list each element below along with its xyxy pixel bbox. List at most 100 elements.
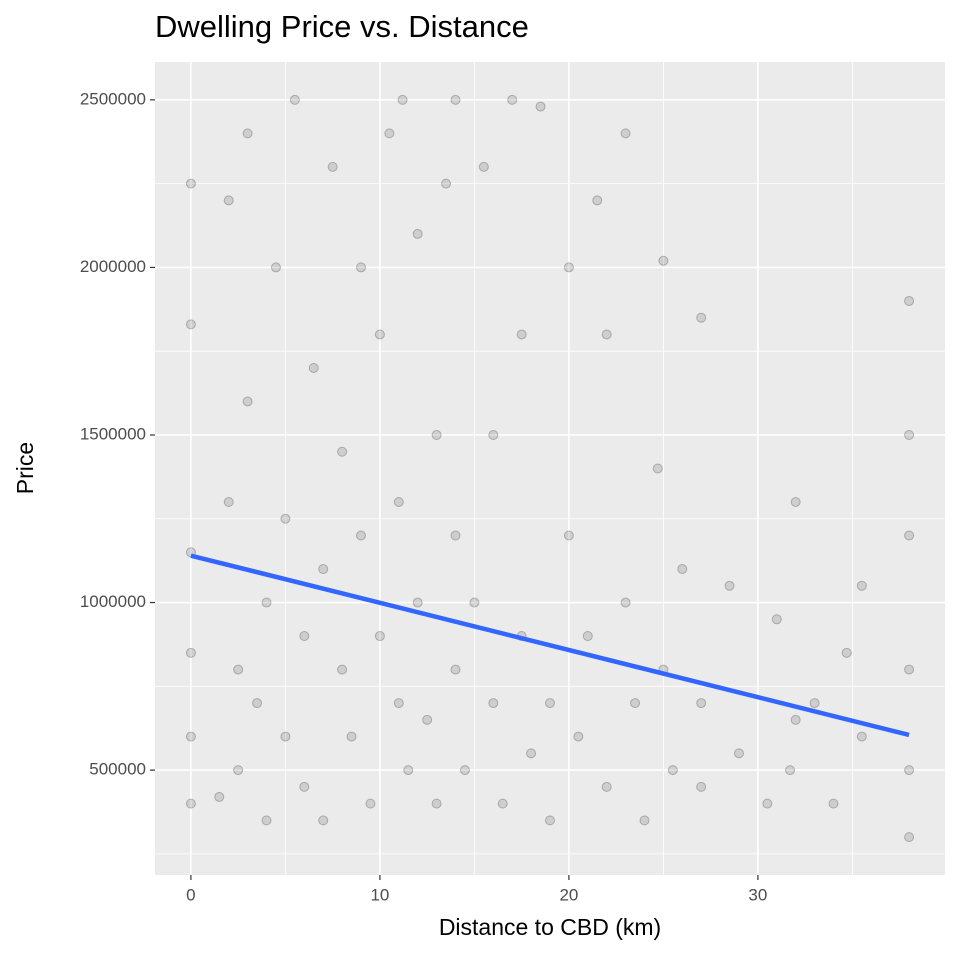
point: [289, 94, 300, 105]
point: [393, 698, 404, 709]
point: [856, 580, 867, 591]
point: [261, 815, 272, 826]
point: [507, 94, 518, 105]
point: [185, 178, 196, 189]
point: [856, 731, 867, 742]
point: [450, 664, 461, 675]
point: [841, 647, 852, 658]
point: [696, 698, 707, 709]
point: [346, 731, 357, 742]
grid: [155, 62, 945, 875]
point: [563, 262, 574, 273]
point: [545, 698, 555, 709]
point: [374, 631, 385, 642]
point: [431, 798, 442, 809]
point: [601, 781, 612, 792]
point: [185, 798, 196, 809]
y-tick-label: 1000000: [80, 592, 146, 611]
point: [696, 312, 707, 323]
point: [696, 781, 707, 792]
point: [809, 698, 820, 709]
x-tick-label: 10: [370, 885, 389, 904]
x-axis-title: Distance to CBD (km): [439, 914, 661, 940]
point: [639, 815, 650, 826]
point: [356, 530, 367, 541]
point: [393, 497, 404, 508]
point: [233, 765, 244, 776]
point: [488, 698, 499, 709]
point: [270, 262, 281, 273]
point: [214, 791, 225, 802]
point: [280, 513, 291, 524]
point: [904, 664, 915, 675]
x-tick-label: 30: [748, 885, 767, 904]
point: [459, 765, 470, 776]
point: [365, 798, 376, 809]
point: [535, 101, 546, 112]
point: [299, 781, 310, 792]
y-tick-label: 2500000: [80, 89, 146, 108]
point: [620, 128, 631, 139]
point: [422, 714, 433, 725]
x-tick-label: 0: [186, 885, 195, 904]
point: [318, 564, 329, 575]
panel: [155, 62, 945, 875]
point: [261, 597, 272, 608]
point: [790, 714, 801, 725]
point: [412, 597, 423, 608]
point: [478, 161, 489, 172]
point: [412, 228, 423, 239]
point: [337, 446, 348, 457]
point: [526, 748, 537, 759]
point: [620, 597, 631, 608]
point: [790, 497, 801, 508]
y-tick-label: 2000000: [80, 257, 146, 276]
y-tick-label: 500000: [89, 760, 146, 779]
point: [667, 765, 678, 776]
point: [497, 798, 508, 809]
point: [318, 815, 329, 826]
point: [563, 530, 574, 541]
point: [242, 396, 253, 407]
point: [384, 128, 395, 139]
point: [904, 765, 915, 776]
point: [516, 329, 527, 340]
point: [327, 161, 338, 172]
point: [233, 664, 244, 675]
point: [450, 530, 461, 541]
point: [904, 832, 915, 843]
point: [904, 295, 915, 306]
point: [223, 497, 234, 508]
point: [904, 530, 915, 541]
points: [185, 94, 915, 843]
point: [441, 178, 452, 189]
point: [469, 597, 480, 608]
point: [724, 580, 735, 591]
point: [592, 195, 603, 206]
point: [185, 319, 196, 330]
point: [630, 698, 641, 709]
point: [185, 731, 196, 742]
point: [601, 329, 612, 340]
point: [374, 329, 385, 340]
chart-title: Dwelling Price vs. Distance: [155, 9, 529, 44]
point: [658, 255, 669, 266]
point: [223, 195, 234, 206]
point: [337, 664, 348, 675]
point: [299, 631, 310, 642]
point: [450, 94, 461, 105]
point: [308, 362, 319, 373]
point: [488, 429, 499, 440]
point: [356, 262, 367, 273]
point: [733, 748, 744, 759]
point: [397, 94, 408, 105]
point: [785, 765, 796, 776]
point: [762, 798, 773, 809]
point: [904, 429, 915, 440]
point: [652, 463, 663, 474]
trend-line: [190, 553, 910, 738]
point: [828, 798, 839, 809]
point: [677, 564, 688, 575]
point: [771, 614, 782, 625]
point: [242, 128, 253, 139]
